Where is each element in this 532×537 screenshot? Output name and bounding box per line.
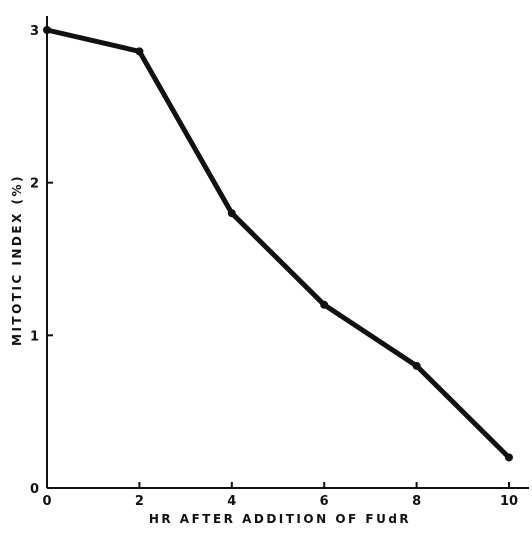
y-axis-title: MITOTIC INDEX (%) [10, 174, 24, 346]
x-tick-label: 8 [412, 494, 421, 509]
x-tick-label: 2 [135, 494, 144, 509]
data-point [505, 453, 513, 462]
data-point [43, 26, 51, 34]
series-line [44, 27, 512, 460]
y-tick-label: 0 [30, 482, 39, 497]
series-group [43, 26, 513, 462]
y-tick-label: 3 [30, 24, 39, 39]
y-tick-label: 1 [30, 329, 39, 344]
y-axis-ticks: 0 1 2 3 [30, 24, 53, 497]
y-tick-label: 2 [30, 177, 39, 192]
data-point [227, 209, 236, 218]
x-tick-label: 10 [500, 494, 518, 509]
x-tick-label: 6 [320, 494, 329, 509]
x-tick-label: 0 [42, 494, 51, 509]
data-point [135, 47, 144, 56]
data-point [320, 300, 329, 309]
x-tick-label: 4 [227, 494, 236, 509]
data-point [412, 361, 421, 370]
x-axis-ticks: 0 2 4 6 8 10 [42, 482, 518, 509]
x-axis-title: HR AFTER ADDITION OF FUdR [149, 512, 411, 526]
axes [46, 16, 529, 489]
